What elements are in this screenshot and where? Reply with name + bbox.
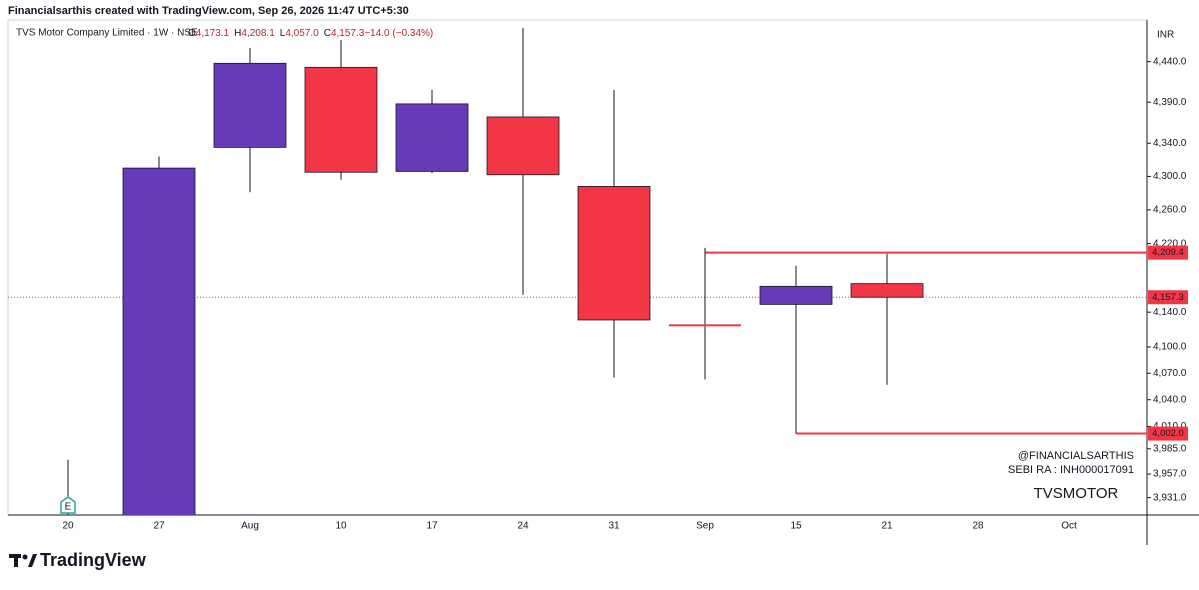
price-tag-label: 4,157.3 xyxy=(1152,292,1184,303)
legend-key: C xyxy=(324,28,331,39)
y-tick-label: 4,440.0 xyxy=(1153,56,1187,67)
legend-ohlc: O4,173.1 H4,208.1 L4,057.0 C4,157.3−14.0 (−… xyxy=(188,28,433,39)
header: Financialsarthis created with TradingVie… xyxy=(8,5,409,17)
watermark-handle: @FINANCIALSARTHIS xyxy=(1018,450,1134,462)
watermark-reg: SEBI RA : INH000017091 xyxy=(1008,464,1134,476)
body xyxy=(669,324,741,327)
event-label: E xyxy=(65,502,72,513)
y-tick-label: 3,957.0 xyxy=(1153,469,1187,480)
watermark-symbol: TVSMOTOR xyxy=(1034,485,1119,502)
body xyxy=(213,62,287,148)
legend-key: O xyxy=(188,28,196,39)
price-tag-label: 4,209.4 xyxy=(1152,247,1184,258)
legend-value: −14.0 (−0.34%) xyxy=(364,28,433,39)
body xyxy=(304,66,378,173)
legend-value: 4,173.1 xyxy=(196,28,230,39)
body xyxy=(395,103,469,172)
y-tick-label: 4,010.0 xyxy=(1153,421,1187,432)
x-tick-label: 24 xyxy=(517,521,529,532)
body xyxy=(577,186,651,321)
price-tag xyxy=(1148,290,1188,305)
plot xyxy=(8,27,1147,515)
x-tick-label: 21 xyxy=(881,521,893,532)
y-tick-label: 4,140.0 xyxy=(1153,307,1187,318)
x-tick-label: 27 xyxy=(153,521,165,532)
price-tag-label: 4,002.0 xyxy=(1152,428,1184,439)
body xyxy=(850,283,924,298)
legend-key: H xyxy=(234,28,241,39)
x-tick-label: Sep xyxy=(696,521,714,532)
x-tick-label: 17 xyxy=(426,521,438,532)
x-tick-label: 15 xyxy=(790,521,802,532)
price-tag xyxy=(1148,426,1188,441)
x-tick-label: Oct xyxy=(1061,521,1077,532)
x-tick-label: 20 xyxy=(62,521,74,532)
legend-value: 4,208.1 xyxy=(241,28,275,39)
y-tick-label: 3,985.0 xyxy=(1153,443,1187,454)
body xyxy=(122,167,196,515)
y-tick-label: 4,390.0 xyxy=(1153,97,1187,108)
legend-value: 4,057.0 xyxy=(285,28,319,39)
y-tick-label: 4,040.0 xyxy=(1153,394,1187,405)
x-tick-label: Aug xyxy=(241,521,259,532)
brand: TradingView xyxy=(40,550,147,570)
event-marker xyxy=(60,496,76,514)
x-tick-label: 28 xyxy=(972,521,984,532)
y-tick-label: 4,100.0 xyxy=(1153,342,1187,353)
y-tick-label: 4,300.0 xyxy=(1153,171,1187,182)
brand-logo xyxy=(9,554,37,567)
currency: INR xyxy=(1157,30,1174,41)
legend-title: TVS Motor Company Limited · 1W · NSE xyxy=(16,28,198,39)
y-tick-label: 4,070.0 xyxy=(1153,368,1187,379)
x-tick-label: 31 xyxy=(608,521,620,532)
legend-key: L xyxy=(280,28,286,39)
y-tick-label: 4,340.0 xyxy=(1153,138,1187,149)
y-tick-label: 4,260.0 xyxy=(1153,205,1187,216)
body xyxy=(759,285,833,305)
legend-value: 4,157.3 xyxy=(331,28,365,39)
y-tick-label: 3,931.0 xyxy=(1153,492,1187,503)
body xyxy=(486,116,560,176)
price-tag xyxy=(1148,245,1188,260)
x-tick-label: 10 xyxy=(335,521,347,532)
y-tick-label: 4,220.0 xyxy=(1153,238,1187,249)
